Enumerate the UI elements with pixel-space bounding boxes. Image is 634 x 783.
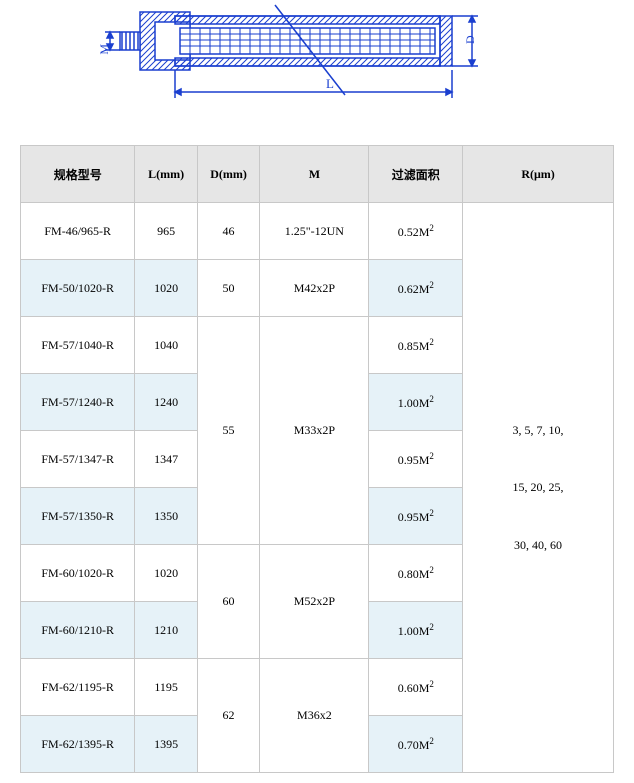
cell-r: 3, 5, 7, 10, 15, 20, 25, 30, 40, 60 [463,203,614,773]
col-header-m: M [260,146,369,203]
cell-d: 55 [197,317,259,545]
cell-l: 965 [135,203,197,260]
cell-model: FM-62/1195-R [21,659,135,716]
cell-model: FM-62/1395-R [21,716,135,773]
cell-model: FM-57/1040-R [21,317,135,374]
cell-area: 0.70M2 [369,716,463,773]
cell-model: FM-57/1240-R [21,374,135,431]
cell-model: FM-46/965-R [21,203,135,260]
cell-m: M36x2 [260,659,369,773]
cell-model: FM-60/1020-R [21,545,135,602]
dim-label-l: L [326,76,334,91]
table-row: FM-46/965-R965461.25"-12UN0.52M23, 5, 7,… [21,203,614,260]
cell-d: 60 [197,545,259,659]
cell-area: 0.95M2 [369,488,463,545]
col-header-l: L(mm) [135,146,197,203]
cell-area: 0.62M2 [369,260,463,317]
technical-diagram: M D L [0,0,634,130]
dim-label-d: D [463,35,477,44]
cell-l: 1240 [135,374,197,431]
cell-d: 50 [197,260,259,317]
cell-l: 1020 [135,260,197,317]
cell-l: 1020 [135,545,197,602]
cell-d: 62 [197,659,259,773]
cell-area: 1.00M2 [369,602,463,659]
table-header-row: 规格型号 L(mm) D(mm) M 过滤面积 R(μm) [21,146,614,203]
cell-l: 1395 [135,716,197,773]
cell-model: FM-60/1210-R [21,602,135,659]
cell-area: 0.85M2 [369,317,463,374]
col-header-r: R(μm) [463,146,614,203]
cell-area: 0.95M2 [369,431,463,488]
cell-area: 0.52M2 [369,203,463,260]
cell-area: 0.60M2 [369,659,463,716]
col-header-model: 规格型号 [21,146,135,203]
cell-l: 1040 [135,317,197,374]
cell-m: M52x2P [260,545,369,659]
cell-area: 1.00M2 [369,374,463,431]
cell-area: 0.80M2 [369,545,463,602]
cell-model: FM-57/1347-R [21,431,135,488]
cell-l: 1347 [135,431,197,488]
col-header-area: 过滤面积 [369,146,463,203]
cell-l: 1350 [135,488,197,545]
dim-label-m: M [97,44,111,55]
spec-table: 规格型号 L(mm) D(mm) M 过滤面积 R(μm) FM-46/965-… [20,145,614,773]
col-header-d: D(mm) [197,146,259,203]
cell-model: FM-57/1350-R [21,488,135,545]
cell-d: 46 [197,203,259,260]
cell-l: 1195 [135,659,197,716]
cell-m: M42x2P [260,260,369,317]
cell-m: 1.25"-12UN [260,203,369,260]
cell-model: FM-50/1020-R [21,260,135,317]
cell-l: 1210 [135,602,197,659]
cell-m: M33x2P [260,317,369,545]
